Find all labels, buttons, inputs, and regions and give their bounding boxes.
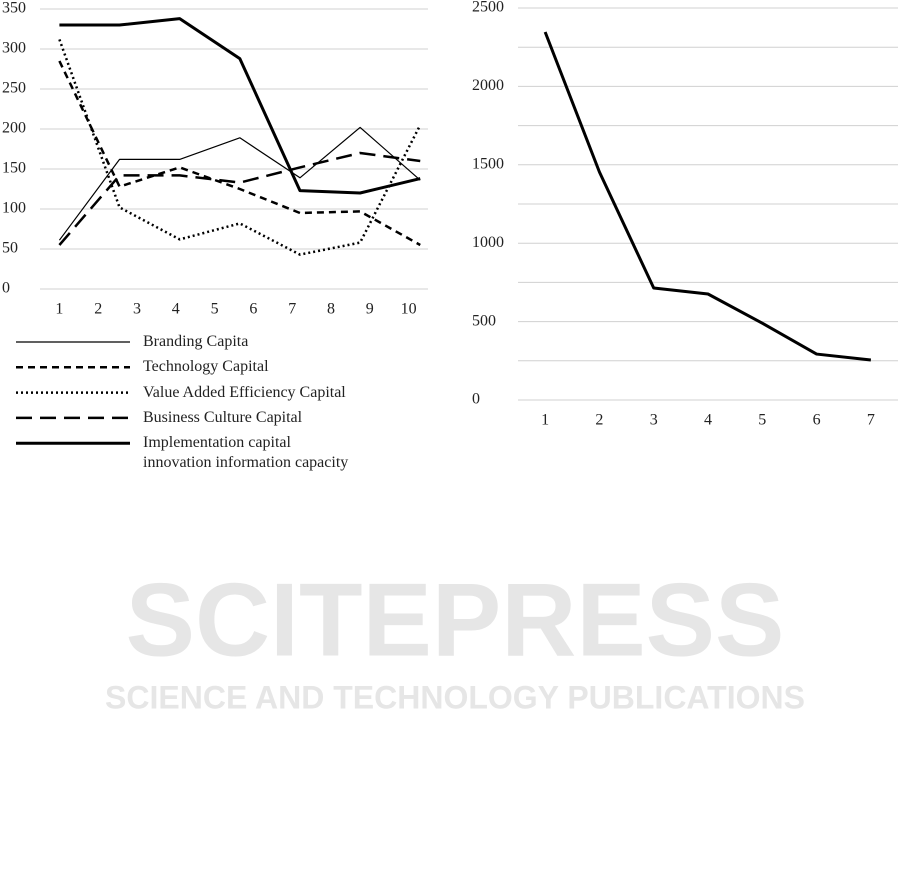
line-series <box>58 38 422 256</box>
y-tick-label: 300 <box>2 40 26 57</box>
y-tick-label: 0 <box>2 280 10 297</box>
line-series <box>543 31 872 362</box>
x-tick-label: 4 <box>704 412 712 429</box>
x-tick-label: 6 <box>813 412 821 429</box>
x-tick-label: 3 <box>650 412 658 429</box>
y-tick-label: 2000 <box>472 77 504 94</box>
watermark-title: SCITEPRESS <box>126 562 785 678</box>
x-tick-label: 5 <box>211 301 219 318</box>
line-series <box>59 17 421 195</box>
x-tick-label: 3 <box>133 301 141 318</box>
x-tick-label: 2 <box>94 301 102 318</box>
watermark-subtitle: SCIENCE AND TECHNOLOGY PUBLICATIONS <box>105 679 805 715</box>
y-tick-label: 1000 <box>472 234 504 251</box>
x-tick-label: 9 <box>366 301 374 318</box>
y-tick-label: 2500 <box>472 0 504 16</box>
line-series <box>58 60 421 247</box>
x-tick-label: 2 <box>595 412 603 429</box>
x-tick-label: 1 <box>541 412 549 429</box>
x-tick-label: 1 <box>55 301 63 318</box>
legend-label: Value Added Efficiency Capital <box>143 383 346 401</box>
x-tick-label: 10 <box>401 301 417 318</box>
x-tick-label: 6 <box>249 301 257 318</box>
y-tick-label: 150 <box>2 160 26 177</box>
x-tick-label: 7 <box>867 412 875 429</box>
y-tick-label: 200 <box>2 120 26 137</box>
y-tick-label: 100 <box>2 200 26 217</box>
legend-label: Implementation capital innovation inform… <box>143 434 349 472</box>
x-tick-label: 8 <box>327 301 335 318</box>
x-tick-label: 4 <box>172 301 180 318</box>
legend-label: Business Culture Capital <box>143 408 303 426</box>
y-tick-label: 1500 <box>472 155 504 172</box>
x-tick-label: 7 <box>288 301 296 318</box>
y-tick-label: 500 <box>472 312 496 329</box>
line-series <box>58 126 421 241</box>
y-tick-label: 50 <box>2 240 18 257</box>
legend-label: Branding Capita <box>143 333 249 350</box>
legend-label: Technology Capital <box>143 358 269 376</box>
y-tick-label: 350 <box>2 0 26 17</box>
y-tick-label: 0 <box>472 391 480 408</box>
line-series <box>58 151 421 246</box>
x-tick-label: 5 <box>758 412 766 429</box>
y-tick-label: 250 <box>2 80 26 97</box>
